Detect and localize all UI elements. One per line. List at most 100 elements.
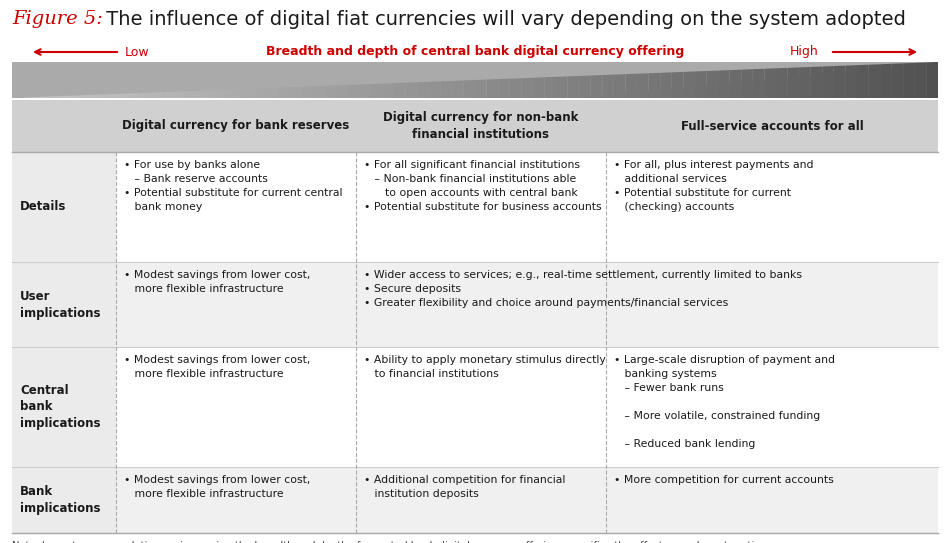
Polygon shape (580, 75, 591, 98)
Polygon shape (348, 85, 359, 98)
Polygon shape (498, 79, 510, 98)
Polygon shape (707, 71, 718, 98)
Polygon shape (868, 64, 880, 98)
Polygon shape (313, 86, 325, 98)
Polygon shape (267, 87, 278, 98)
Polygon shape (185, 91, 198, 98)
Polygon shape (788, 67, 799, 98)
Polygon shape (533, 77, 544, 98)
Bar (12, 262, 938, 347)
Polygon shape (394, 83, 406, 98)
Text: Figure 5:: Figure 5: (12, 10, 103, 28)
Polygon shape (290, 87, 301, 98)
Polygon shape (93, 94, 104, 98)
Polygon shape (12, 62, 580, 98)
Bar (12, 262, 116, 347)
Polygon shape (116, 93, 127, 98)
Polygon shape (370, 84, 383, 98)
Text: Details: Details (20, 200, 66, 213)
Text: Bank
implications: Bank implications (20, 485, 101, 515)
Text: User
implications: User implications (20, 289, 101, 319)
Polygon shape (683, 72, 695, 98)
Text: Low: Low (125, 46, 150, 59)
Polygon shape (464, 80, 475, 98)
Polygon shape (428, 81, 440, 98)
Text: Note: Impacts are cumulative, as increasing the breadth and depth of a central b: Note: Impacts are cumulative, as increas… (12, 541, 766, 543)
Polygon shape (718, 70, 730, 98)
Text: Digital currency for non-bank
financial institutions: Digital currency for non-bank financial … (383, 111, 579, 141)
Polygon shape (510, 78, 522, 98)
Bar (12, 347, 938, 467)
Polygon shape (834, 66, 846, 98)
Polygon shape (220, 90, 232, 98)
Text: • Large-scale disruption of payment and
   banking systems
   – Fewer bank runs
: • Large-scale disruption of payment and … (614, 355, 835, 449)
Polygon shape (567, 76, 580, 98)
Bar (12, 152, 938, 262)
Polygon shape (417, 82, 428, 98)
Polygon shape (637, 73, 649, 98)
Polygon shape (58, 96, 70, 98)
Polygon shape (752, 69, 765, 98)
Polygon shape (243, 89, 255, 98)
Polygon shape (672, 72, 683, 98)
Polygon shape (926, 62, 938, 98)
Text: High: High (790, 46, 819, 59)
Polygon shape (151, 92, 162, 98)
Polygon shape (440, 81, 452, 98)
Polygon shape (325, 85, 336, 98)
Text: • Modest savings from lower cost,
   more flexible infrastructure: • Modest savings from lower cost, more f… (124, 270, 311, 294)
Polygon shape (810, 66, 823, 98)
Text: • For use by banks alone
   – Bank reserve accounts
• Potential substitute for c: • For use by banks alone – Bank reserve … (124, 160, 343, 212)
Polygon shape (614, 74, 625, 98)
Polygon shape (776, 68, 788, 98)
Bar (12, 152, 116, 262)
Polygon shape (765, 68, 776, 98)
Polygon shape (695, 71, 707, 98)
Polygon shape (857, 65, 868, 98)
Polygon shape (660, 72, 672, 98)
Polygon shape (278, 87, 290, 98)
Polygon shape (602, 74, 614, 98)
Polygon shape (730, 70, 741, 98)
Polygon shape (591, 75, 602, 98)
Polygon shape (359, 84, 371, 98)
Polygon shape (336, 85, 348, 98)
Polygon shape (544, 77, 556, 98)
Polygon shape (24, 97, 35, 98)
Text: • For all, plus interest payments and
   additional services
• Potential substit: • For all, plus interest payments and ad… (614, 160, 813, 212)
Polygon shape (127, 93, 140, 98)
Polygon shape (12, 62, 938, 98)
Polygon shape (452, 80, 464, 98)
Polygon shape (625, 74, 637, 98)
Text: Breadth and depth of central bank digital currency offering: Breadth and depth of central bank digita… (266, 46, 684, 59)
Polygon shape (741, 69, 752, 98)
Text: Central
bank
implications: Central bank implications (20, 383, 101, 431)
Polygon shape (232, 89, 243, 98)
Text: • For all significant financial institutions
   – Non-bank financial institution: • For all significant financial institut… (364, 160, 601, 212)
Text: • Additional competition for financial
   institution deposits: • Additional competition for financial i… (364, 475, 565, 499)
Text: • Modest savings from lower cost,
   more flexible infrastructure: • Modest savings from lower cost, more f… (124, 355, 311, 379)
Polygon shape (892, 64, 903, 98)
Polygon shape (198, 90, 209, 98)
Text: • More competition for current accounts: • More competition for current accounts (614, 475, 834, 485)
Bar (12, 347, 116, 467)
Polygon shape (47, 96, 58, 98)
Polygon shape (162, 92, 174, 98)
Polygon shape (799, 67, 810, 98)
Polygon shape (301, 86, 313, 98)
Bar (12, 467, 938, 533)
Polygon shape (209, 90, 220, 98)
Polygon shape (846, 65, 857, 98)
Polygon shape (522, 78, 533, 98)
Bar (12, 100, 938, 152)
Text: • Wider access to services; e.g., real-time settlement, currently limited to ban: • Wider access to services; e.g., real-t… (364, 270, 802, 308)
Polygon shape (823, 66, 834, 98)
Text: The influence of digital fiat currencies will vary depending on the system adopt: The influence of digital fiat currencies… (100, 10, 906, 29)
Polygon shape (486, 79, 498, 98)
Polygon shape (475, 80, 486, 98)
Polygon shape (915, 62, 926, 98)
Polygon shape (903, 63, 915, 98)
Polygon shape (556, 77, 567, 98)
Polygon shape (649, 73, 660, 98)
Polygon shape (174, 91, 185, 98)
